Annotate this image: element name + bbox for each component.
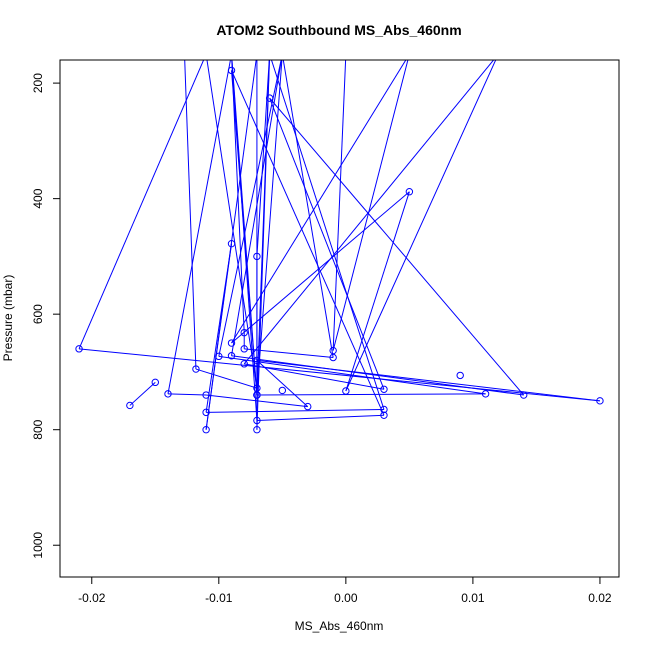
y-tick-label: 200	[31, 73, 45, 93]
data-point	[151, 378, 159, 387]
series-line-segment	[206, 60, 258, 389]
series-line-segment	[205, 60, 257, 430]
data-point	[202, 425, 210, 434]
series-line-segment	[231, 60, 282, 356]
series-line-segment	[256, 393, 486, 396]
x-axis: -0.02 -0.01 0.00 0.01 0.02	[78, 576, 612, 605]
data-point	[278, 386, 287, 395]
x-axis-label: MS_Abs_460nm	[295, 619, 384, 633]
data-point	[253, 356, 261, 365]
series-line-segment	[256, 414, 384, 421]
series-line-segment	[345, 191, 410, 392]
data-point	[227, 239, 236, 248]
data-point	[456, 371, 464, 380]
series-line-segment	[206, 408, 384, 413]
y-tick-label: 800	[31, 419, 45, 439]
x-tick-label: 0.01	[461, 591, 485, 605]
data-point	[227, 66, 236, 75]
series-line-segment	[244, 363, 385, 390]
series-line-segment	[269, 97, 385, 390]
series-line-segment	[218, 355, 486, 395]
data-point	[253, 252, 261, 261]
data-point	[164, 390, 172, 398]
series-line-segment	[332, 60, 347, 351]
data-point	[329, 353, 337, 362]
series-line-segment	[231, 355, 524, 396]
series-line-segment	[79, 348, 600, 402]
series-line-segment	[129, 381, 156, 406]
x-tick-label: -0.01	[205, 591, 233, 605]
series-line-segment	[244, 348, 334, 358]
data-point	[380, 385, 388, 393]
plot-frame	[59, 59, 620, 578]
data-point	[192, 365, 200, 373]
x-tick-label: 0.02	[588, 591, 612, 605]
series-line-segment	[270, 60, 385, 410]
data-point	[202, 391, 210, 399]
y-tick-label: 1000	[31, 532, 45, 559]
data-point	[329, 346, 337, 355]
data-point	[253, 425, 261, 434]
data-point	[126, 401, 134, 410]
data-point	[520, 391, 528, 399]
data-point	[215, 352, 223, 361]
data-point	[75, 345, 83, 353]
data-point	[253, 391, 261, 399]
series-line-segment	[256, 60, 270, 257]
data-point	[240, 345, 248, 353]
data-point	[240, 360, 248, 368]
data-point	[253, 416, 261, 425]
data-point	[253, 384, 261, 392]
data-point	[596, 397, 604, 405]
data-point	[380, 411, 388, 419]
series-line-segment	[231, 60, 245, 333]
x-tick-label: 0.00	[334, 591, 358, 605]
series-line-segment	[269, 97, 525, 396]
x-tick-label: -0.02	[78, 591, 106, 605]
data-point	[202, 408, 210, 417]
data-point	[405, 188, 414, 196]
y-tick-label: 600	[31, 304, 45, 324]
data-point	[304, 402, 312, 411]
data-point	[265, 94, 274, 102]
y-axis-label: Pressure (mbar)	[1, 275, 15, 362]
series-line-segment	[282, 60, 334, 358]
series-line-segment	[231, 191, 410, 344]
series-line-segment	[184, 60, 197, 370]
series-line-segment	[78, 60, 205, 350]
y-tick-label: 400	[31, 188, 45, 208]
series-line-segment	[256, 60, 283, 396]
series-line-segment	[332, 60, 409, 351]
data-point	[481, 390, 490, 398]
series-line-segment	[195, 368, 258, 389]
series-line-segment	[231, 60, 258, 396]
data-point	[227, 339, 236, 347]
series-line-segment	[345, 60, 497, 392]
data-point	[380, 405, 388, 414]
chart-title: ATOM2 Southbound MS_Abs_460nm	[216, 22, 461, 38]
plot-area	[75, 60, 604, 434]
data-point	[240, 328, 248, 337]
data-point	[342, 387, 350, 395]
series-line-segment	[167, 393, 207, 396]
y-axis: 200 400 600 800 1000	[31, 73, 61, 559]
data-point	[227, 352, 236, 360]
series-line-segment	[231, 60, 407, 344]
series-line-segment	[167, 60, 231, 394]
series-line-segment	[243, 60, 495, 365]
